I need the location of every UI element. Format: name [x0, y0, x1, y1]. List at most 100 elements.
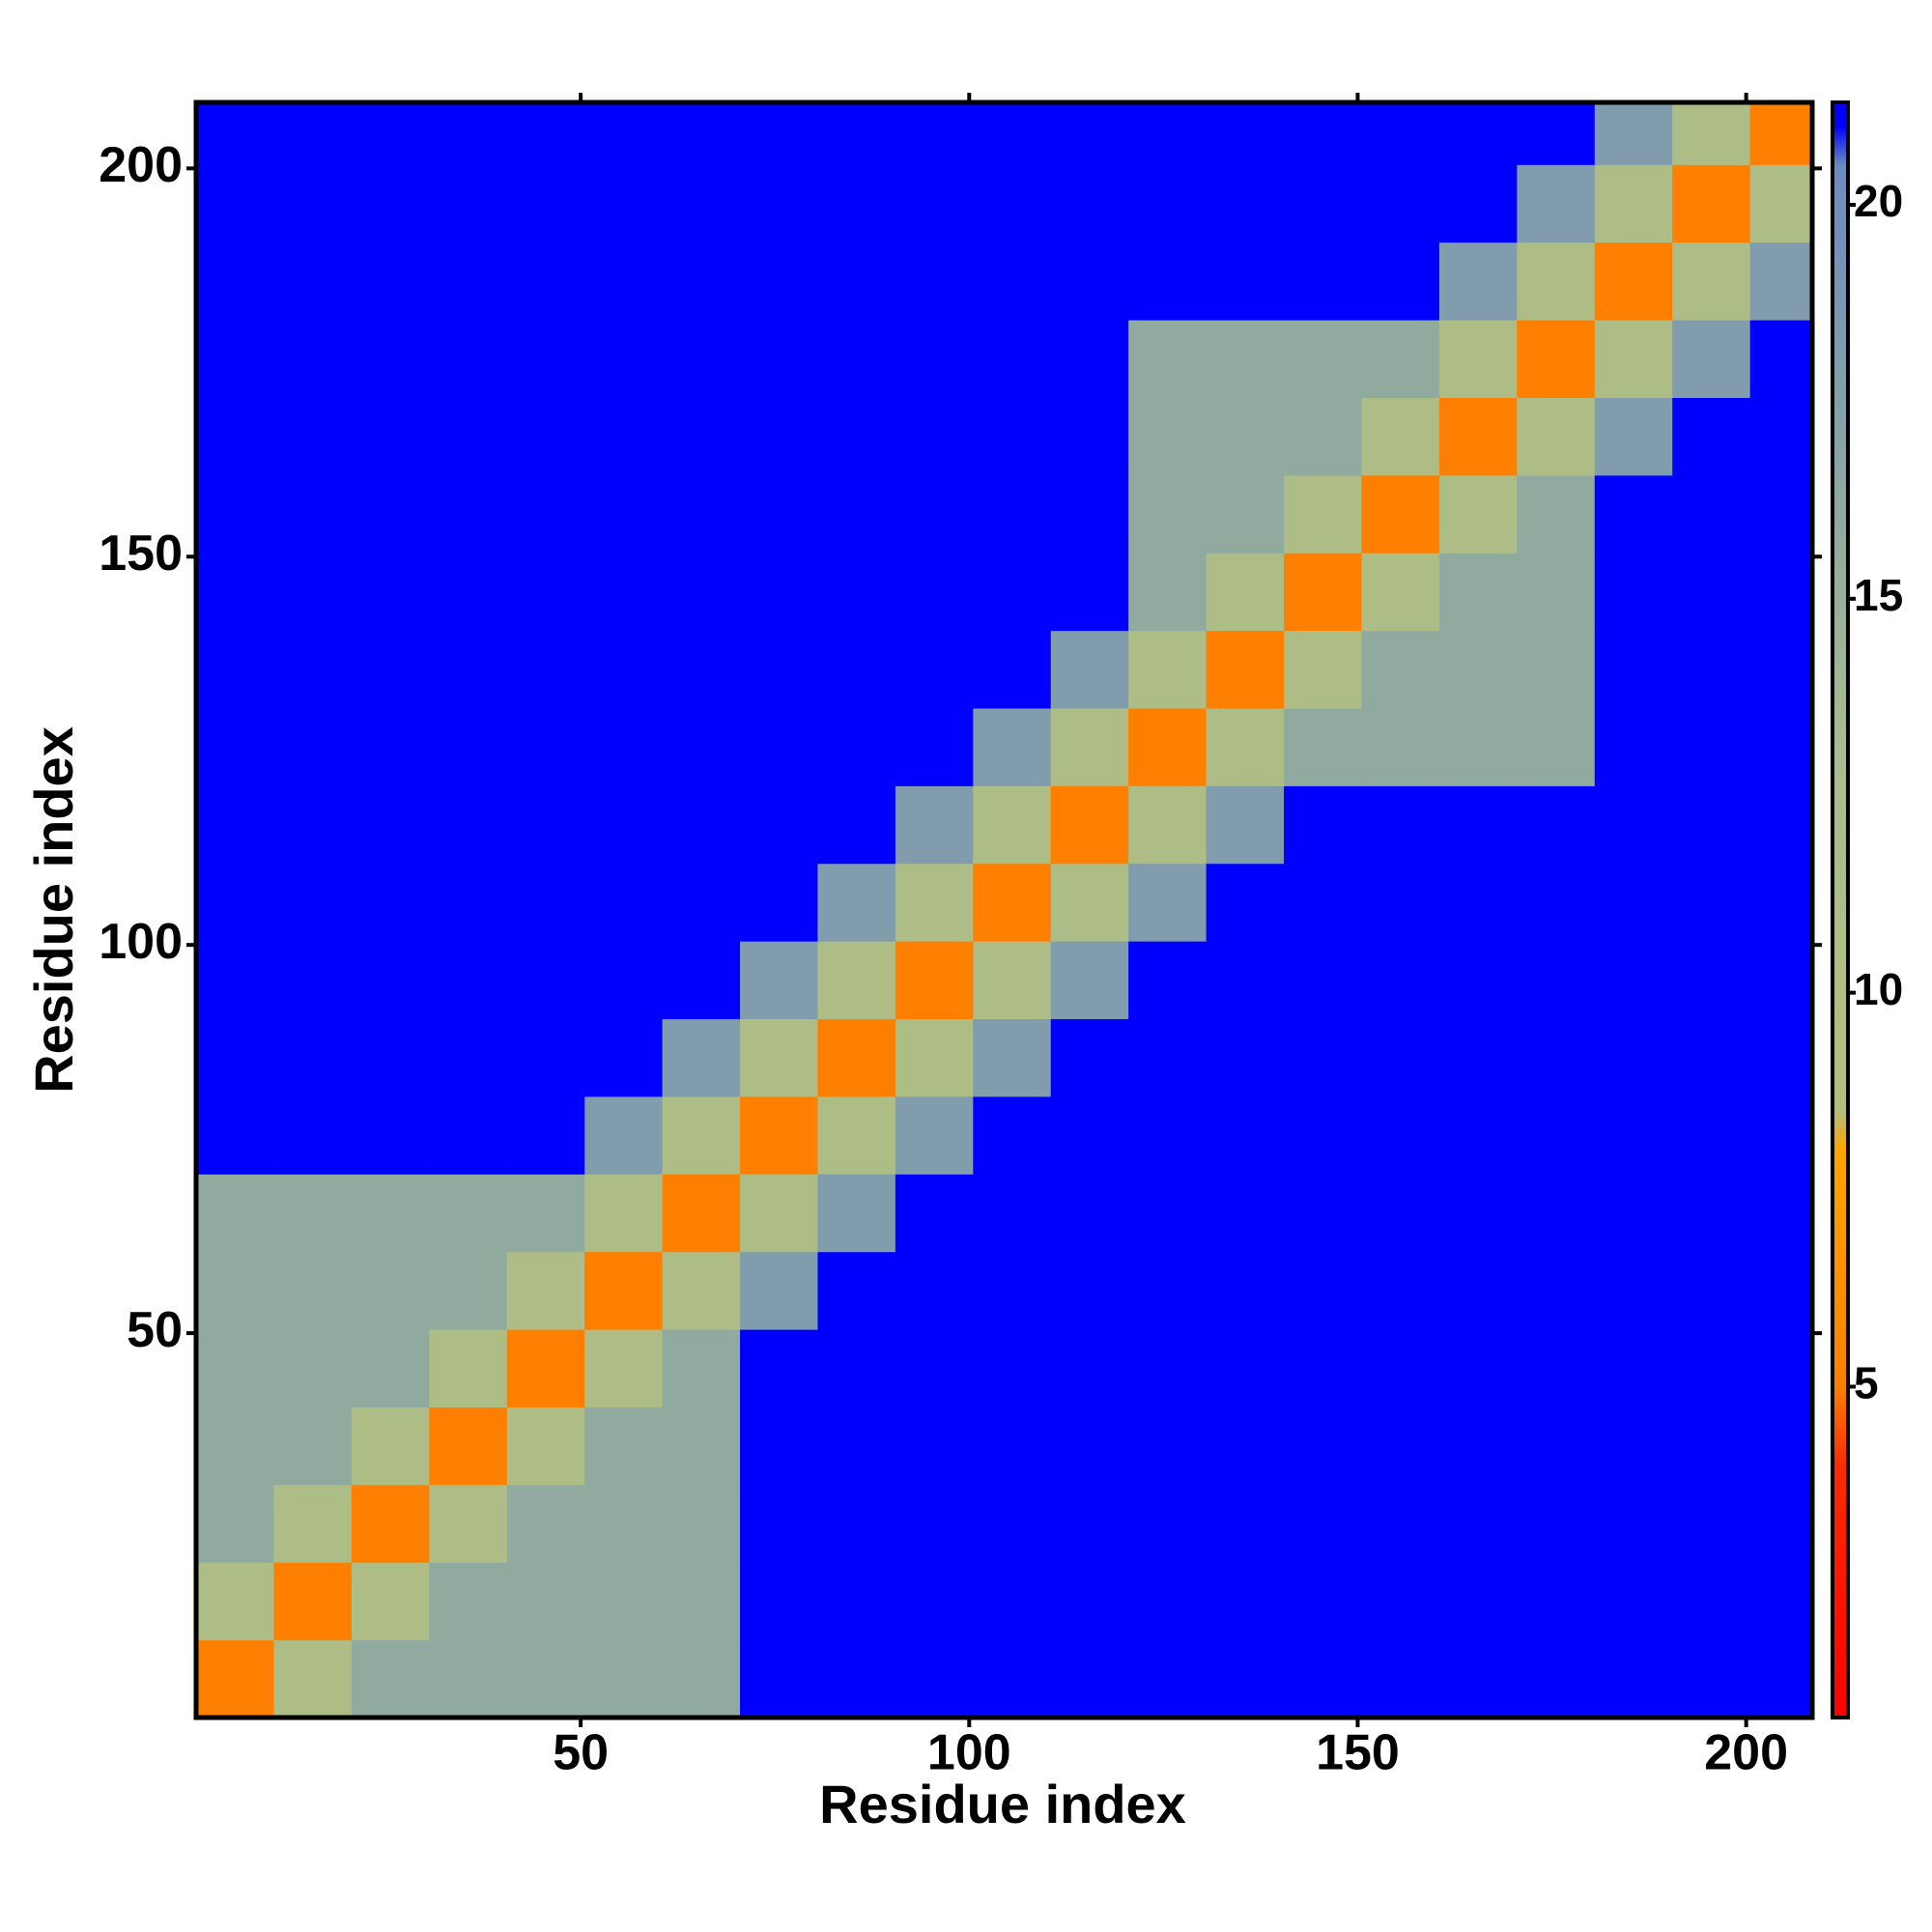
heat-cell: [1361, 1018, 1440, 1097]
colorbar-tick-label: 5: [1854, 1358, 1879, 1408]
heat-cell: [1517, 1329, 1596, 1407]
heat-cell: [1206, 941, 1285, 1020]
heat-cell: [506, 708, 585, 786]
heat-cell: [429, 1406, 508, 1486]
heat-cell: [1361, 553, 1440, 632]
heat-cell: [1128, 1562, 1208, 1641]
heat-cell: [1749, 1484, 1813, 1563]
heat-cell: [1672, 553, 1751, 632]
heat-cell: [1361, 474, 1440, 554]
heat-cell: [1672, 708, 1751, 786]
heat-cell: [740, 320, 818, 398]
heat-cell: [429, 553, 508, 632]
heat-cell: [1128, 553, 1208, 632]
heat-cell: [584, 320, 664, 398]
heat-cell: [1284, 242, 1362, 321]
heat-cell: [584, 164, 664, 243]
heat-cell: [1050, 941, 1129, 1020]
heat-cell: [817, 1018, 896, 1097]
heat-cell: [1594, 320, 1673, 398]
heat-cell: [817, 164, 896, 243]
heat-cell: [817, 863, 896, 942]
heat-cell: [273, 102, 353, 165]
heat-cell: [895, 708, 974, 786]
heat-cell: [196, 1406, 274, 1486]
heat-cell: [351, 863, 430, 942]
heat-cell: [1128, 102, 1208, 165]
heat-cell: [1749, 242, 1813, 321]
heat-cell: [973, 1639, 1052, 1719]
heat-cell: [1361, 397, 1440, 476]
heat-cell: [817, 1329, 896, 1407]
heat-cell: [196, 1095, 274, 1175]
heat-cell: [1594, 1174, 1673, 1253]
heat-cell: [1517, 1639, 1596, 1719]
heat-cell: [506, 785, 585, 865]
heat-cell: [1672, 630, 1751, 709]
heat-cell: [506, 1406, 585, 1486]
heat-cell: [273, 242, 353, 321]
heat-cell: [1128, 1174, 1208, 1253]
heat-cell: [1050, 102, 1129, 165]
heat-cell: [273, 708, 353, 786]
heat-cell: [817, 785, 896, 865]
heat-cell: [1206, 397, 1285, 476]
heat-cell: [1050, 397, 1129, 476]
heat-cell: [1672, 941, 1751, 1020]
heat-cell: [429, 1095, 508, 1175]
heat-cell: [273, 785, 353, 865]
heat-cell: [1206, 553, 1285, 632]
heat-cell: [1128, 397, 1208, 476]
heat-cell: [895, 863, 974, 942]
heat-cell: [1050, 1484, 1129, 1563]
heat-cell: [1284, 1484, 1362, 1563]
heat-cell: [1128, 1329, 1208, 1407]
colorbar-tick-label: 10: [1854, 964, 1903, 1014]
heat-cell: [1672, 320, 1751, 398]
heat-cell: [1361, 941, 1440, 1020]
heat-cell: [1050, 863, 1129, 942]
heat-cell: [506, 102, 585, 165]
heat-cell: [506, 941, 585, 1020]
heat-cell: [740, 1251, 818, 1330]
heat-cell: [351, 242, 430, 321]
heat-cell: [1517, 1095, 1596, 1175]
y-tick-label: 200: [99, 137, 183, 193]
heat-cell: [1284, 553, 1362, 632]
heat-cell: [817, 553, 896, 632]
heat-cell: [429, 242, 508, 321]
heat-cell: [584, 1174, 664, 1253]
heat-cell: [1284, 320, 1362, 398]
heat-cell: [584, 1251, 664, 1330]
x-tick-label: 200: [1704, 1725, 1788, 1781]
heat-cell: [1594, 397, 1673, 476]
heat-cell: [1672, 164, 1751, 243]
heat-cell: [1438, 397, 1518, 476]
heat-cell: [1594, 1018, 1673, 1097]
heat-cell: [273, 863, 353, 942]
heat-cell: [429, 1562, 508, 1641]
heat-cell: [740, 553, 818, 632]
heat-cell: [584, 708, 664, 786]
heat-cell: [584, 397, 664, 476]
heat-cell: [351, 1251, 430, 1330]
heat-cell: [506, 164, 585, 243]
heat-cell: [196, 1639, 274, 1719]
heat-cell: [740, 164, 818, 243]
heat-cell: [1284, 474, 1362, 554]
heat-cell: [1050, 1095, 1129, 1175]
heat-cell: [1517, 397, 1596, 476]
heat-cell: [662, 242, 741, 321]
heat-cell: [1050, 242, 1129, 321]
heat-cell: [662, 1018, 741, 1097]
heat-cell: [1517, 242, 1596, 321]
heat-cell: [1749, 1251, 1813, 1330]
heat-cell: [273, 1562, 353, 1641]
heat-cell: [1749, 474, 1813, 554]
heat-cell: [1672, 102, 1751, 165]
heat-cell: [429, 1484, 508, 1563]
heat-cell: [740, 1484, 818, 1563]
heat-cell: [1749, 1406, 1813, 1486]
heat-cell: [1749, 941, 1813, 1020]
heat-cell: [740, 708, 818, 786]
